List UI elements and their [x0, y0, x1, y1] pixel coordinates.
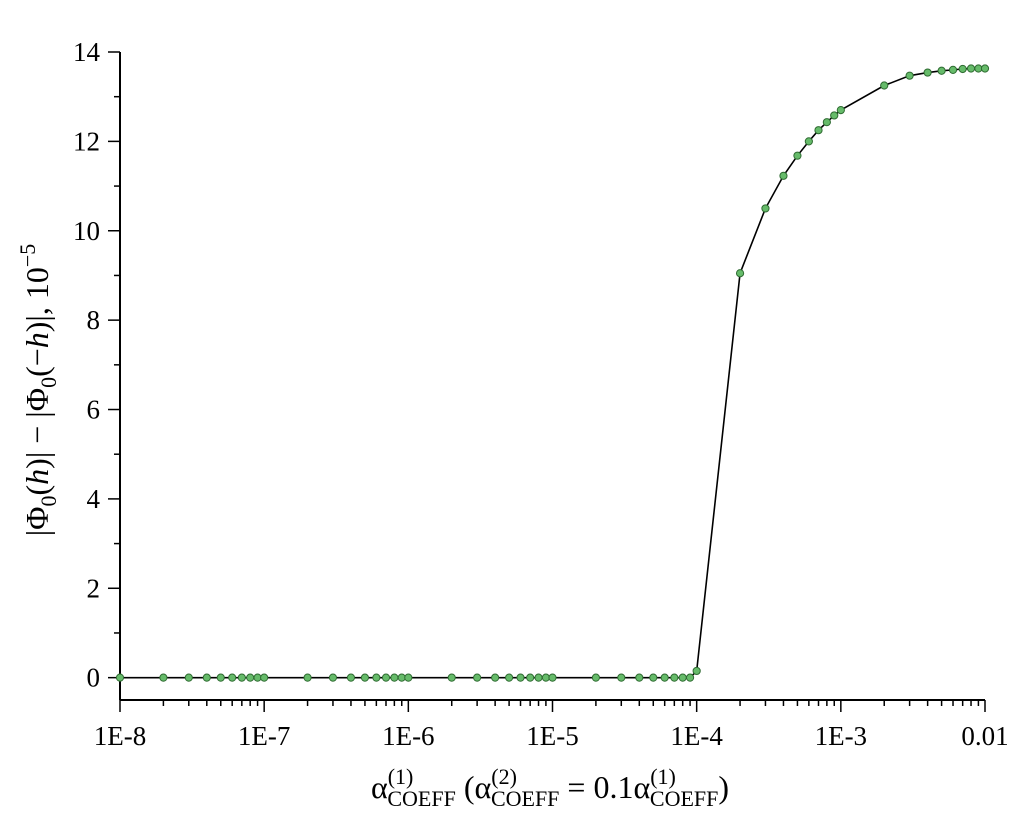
x-tick-label: 1E-6: [382, 721, 434, 751]
x-title-eq: = 0.1α: [559, 769, 650, 805]
x-tick-label: 0.01: [961, 721, 1008, 751]
x-title-sup3: (1): [650, 764, 676, 789]
data-point: [735, 269, 745, 278]
x-title-sub1: COEFF: [387, 786, 455, 811]
data-point: [246, 673, 255, 682]
y-title-h1: h: [19, 469, 55, 485]
data-point: [346, 673, 356, 682]
data-point: [822, 118, 831, 127]
data-point: [779, 171, 788, 180]
data-point: [830, 111, 839, 120]
data-point: [390, 673, 399, 682]
data-point: [905, 71, 914, 80]
y-title-mid3: (−: [19, 348, 55, 377]
x-title-sup2: (2): [491, 764, 517, 789]
data-point: [804, 137, 813, 146]
data-point: [526, 673, 535, 682]
data-point: [692, 666, 701, 676]
data-point: [937, 66, 946, 75]
data-point: [260, 673, 269, 682]
y-title-mid4: )|, 10: [19, 267, 55, 332]
y-tick-label: 4: [87, 484, 101, 514]
data-point: [591, 673, 600, 682]
x-tick-label: 1E-4: [670, 721, 723, 751]
x-title-sup1: (1): [388, 764, 414, 789]
data-point: [617, 673, 626, 682]
data-point: [948, 65, 958, 74]
data-point: [237, 673, 246, 682]
x-title-close: ): [718, 769, 729, 805]
y-tick-label: 8: [87, 305, 101, 335]
x-title-sub2: COEFF: [491, 786, 559, 811]
data-point: [980, 64, 990, 73]
y-title-exp: −5: [15, 244, 40, 267]
y-tick-label: 6: [87, 395, 101, 425]
series-line: [120, 67, 985, 679]
x-axis-title: α(1) COEFF (α(2) COEFF = 0.1α(1) COEFF): [371, 764, 729, 811]
data-point: [923, 68, 932, 77]
y-tick-label: 2: [87, 573, 101, 603]
data-point: [115, 673, 125, 682]
data-point: [328, 673, 338, 682]
x-axis-ticks: 1E-8 1E-7 1E-6 1E-5 1E-4 1E-3 0.01: [94, 700, 1009, 751]
data-point: [381, 673, 391, 682]
data-point: [216, 673, 225, 682]
data-point: [649, 673, 658, 682]
data-point: [516, 673, 525, 682]
data-point: [473, 673, 482, 682]
data-point: [159, 673, 168, 682]
y-title-mid1: (: [19, 485, 55, 496]
x-tick-label: 1E-5: [526, 721, 578, 751]
y-title-h2: h: [19, 332, 55, 348]
data-point: [228, 673, 237, 682]
y-tick-label: 14: [73, 37, 101, 67]
y-title-sub2: 0: [36, 377, 61, 388]
y-tick-label: 10: [73, 216, 100, 246]
x-title-open: (α: [456, 769, 492, 805]
data-point: [685, 673, 695, 682]
data-point: [670, 673, 679, 682]
x-tick-label: 1E-7: [238, 721, 290, 751]
data-point: [184, 673, 193, 682]
data-point: [372, 673, 381, 682]
data-point: [303, 673, 312, 682]
data-point: [958, 64, 967, 74]
y-tick-label: 0: [87, 663, 101, 693]
y-tick-label: 12: [73, 126, 100, 156]
data-point: [360, 673, 370, 682]
y-axis-ticks: 0 2 4 6 8 10 12 14: [73, 37, 120, 693]
data-point: [678, 673, 687, 682]
y-axis-title: |Φ0(h)| − |Φ0(−h)|, 10−5: [15, 244, 61, 537]
x-tick-label: 1E-3: [815, 721, 867, 751]
data-point: [761, 204, 770, 213]
data-point: [880, 81, 889, 90]
data-point: [548, 673, 557, 682]
data-point: [966, 64, 976, 73]
x-title-sub3: COEFF: [650, 786, 718, 811]
plot-area: 1E-8 1E-7 1E-6 1E-5 1E-4 1E-3 0.01 0 2 4 6 8 10 12 14: [73, 37, 1009, 751]
data-point: [836, 105, 845, 115]
data-points: [115, 64, 990, 682]
data-point: [635, 673, 644, 682]
y-title-mid2: )| − |Φ: [19, 388, 55, 469]
data-point: [660, 673, 669, 682]
data-point: [447, 673, 456, 682]
data-point: [404, 673, 413, 682]
data-point: [534, 673, 543, 682]
x-title-alpha: α: [371, 769, 388, 805]
y-title-sub1: 0: [36, 495, 61, 506]
data-point: [814, 126, 823, 135]
x-tick-label: 1E-8: [94, 721, 146, 751]
data-point: [202, 673, 211, 682]
data-point: [793, 151, 802, 160]
data-point: [505, 673, 514, 682]
data-point: [491, 673, 500, 682]
y-title-prefix: |Φ: [19, 506, 55, 536]
